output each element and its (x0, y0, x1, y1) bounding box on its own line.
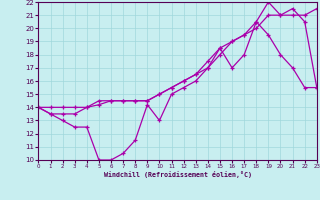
X-axis label: Windchill (Refroidissement éolien,°C): Windchill (Refroidissement éolien,°C) (104, 171, 252, 178)
